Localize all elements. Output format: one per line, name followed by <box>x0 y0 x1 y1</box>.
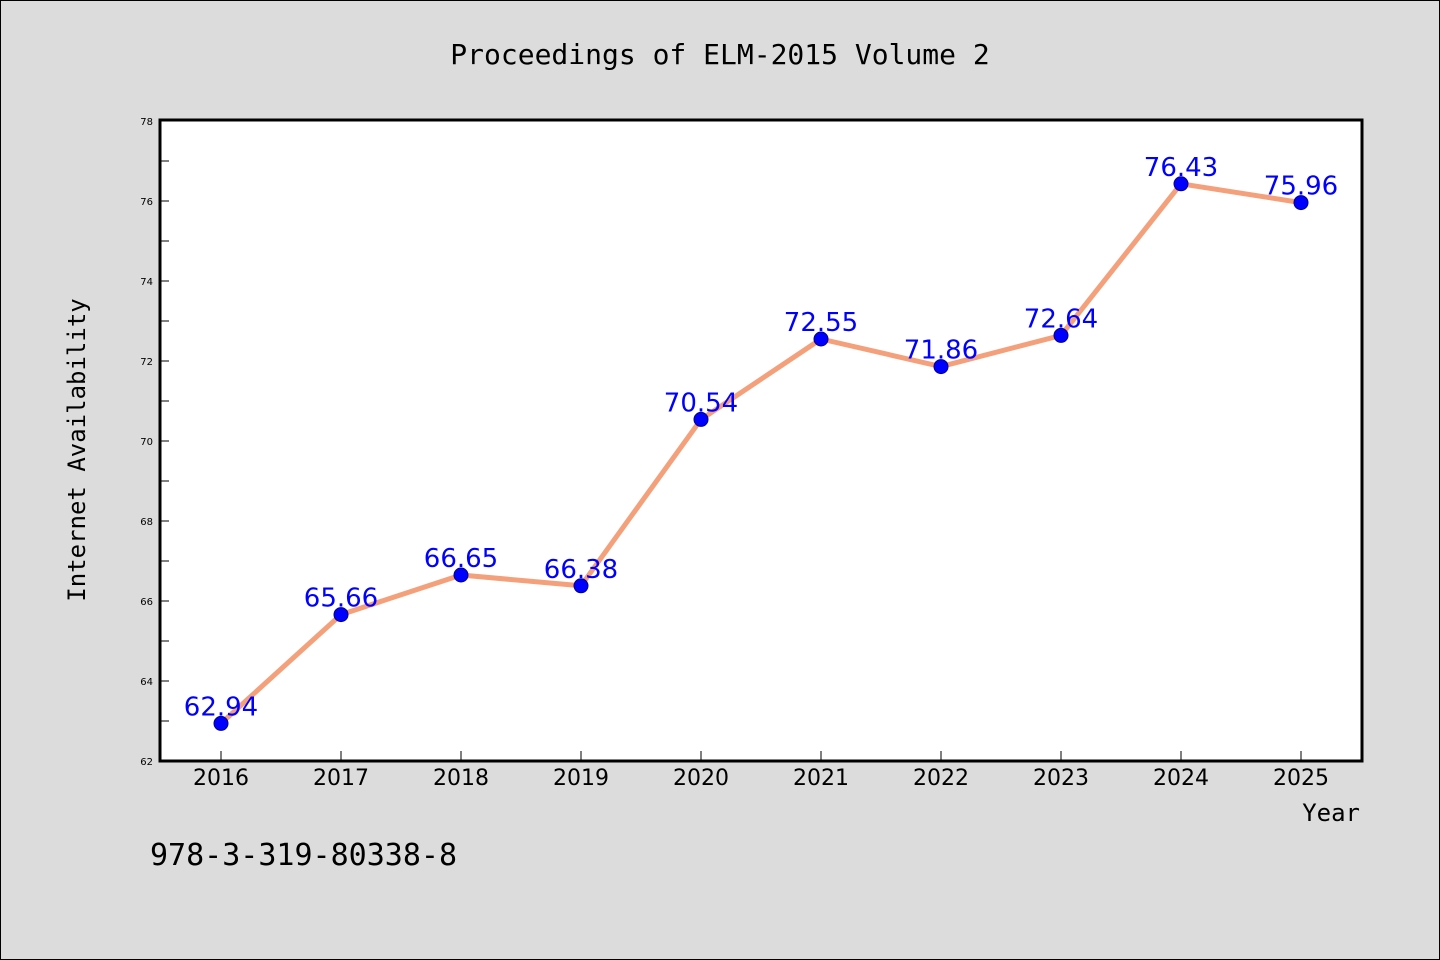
data-label: 72.64 <box>1024 304 1098 334</box>
data-label: 76.43 <box>1144 153 1218 183</box>
x-tick-label: 2020 <box>673 766 729 791</box>
data-label: 75.96 <box>1264 172 1338 202</box>
x-tick-label: 2017 <box>313 766 369 791</box>
data-point <box>1293 195 1309 211</box>
series-line <box>219 181 1302 726</box>
data-label: 62.94 <box>184 692 258 722</box>
x-tick-label: 2019 <box>553 766 609 791</box>
y-tick-label: 72 <box>140 357 153 368</box>
data-point <box>693 411 709 427</box>
plot-area <box>158 118 1364 763</box>
data-point <box>333 607 349 623</box>
data-label: 72.55 <box>784 308 858 338</box>
data-label: 66.38 <box>544 555 618 585</box>
y-tick-label: 76 <box>140 197 153 208</box>
data-label: 66.65 <box>424 544 498 574</box>
x-tick-label: 2016 <box>193 766 249 791</box>
data-point <box>453 567 469 583</box>
x-tick-label: 2021 <box>793 766 849 791</box>
y-tick-label: 74 <box>140 277 153 288</box>
data-point <box>933 359 949 375</box>
x-tick-label: 2018 <box>433 766 489 791</box>
y-tick-label: 66 <box>140 597 153 608</box>
x-axis-label: Year <box>1302 799 1360 827</box>
x-tick-label: 2023 <box>1033 766 1089 791</box>
isbn-text: 978-3-319-80338-8 <box>150 838 457 873</box>
y-tick-label: 78 <box>140 117 153 128</box>
y-tick-label: 68 <box>140 517 153 528</box>
data-point <box>1053 327 1069 343</box>
y-tick-label: 62 <box>140 757 153 768</box>
data-point <box>1173 176 1189 192</box>
data-point <box>813 331 829 347</box>
data-label: 65.66 <box>304 584 378 614</box>
y-tick-label: 70 <box>140 437 153 448</box>
y-axis-label: Internet Availability <box>63 298 91 601</box>
data-label: 70.54 <box>664 388 738 418</box>
chart-title: Proceedings of ELM-2015 Volume 2 <box>450 38 989 71</box>
data-point <box>573 578 589 594</box>
x-tick-label: 2022 <box>913 766 969 791</box>
x-tick-label: 2024 <box>1153 766 1209 791</box>
series-layer: 62.94 65.66 66.65 66.38 70.54 72.55 71.86 72.64… <box>184 153 1338 731</box>
data-label: 71.86 <box>904 336 978 366</box>
y-tick-label: 64 <box>140 677 153 688</box>
y-axis: 62 64 66 68 70 72 74 76 78 <box>140 117 169 768</box>
x-tick-label: 2025 <box>1273 766 1329 791</box>
data-point <box>213 715 229 731</box>
x-axis: 2016 2017 2018 2019 2020 2021 2022 2023 2024 2025 <box>193 751 1329 791</box>
